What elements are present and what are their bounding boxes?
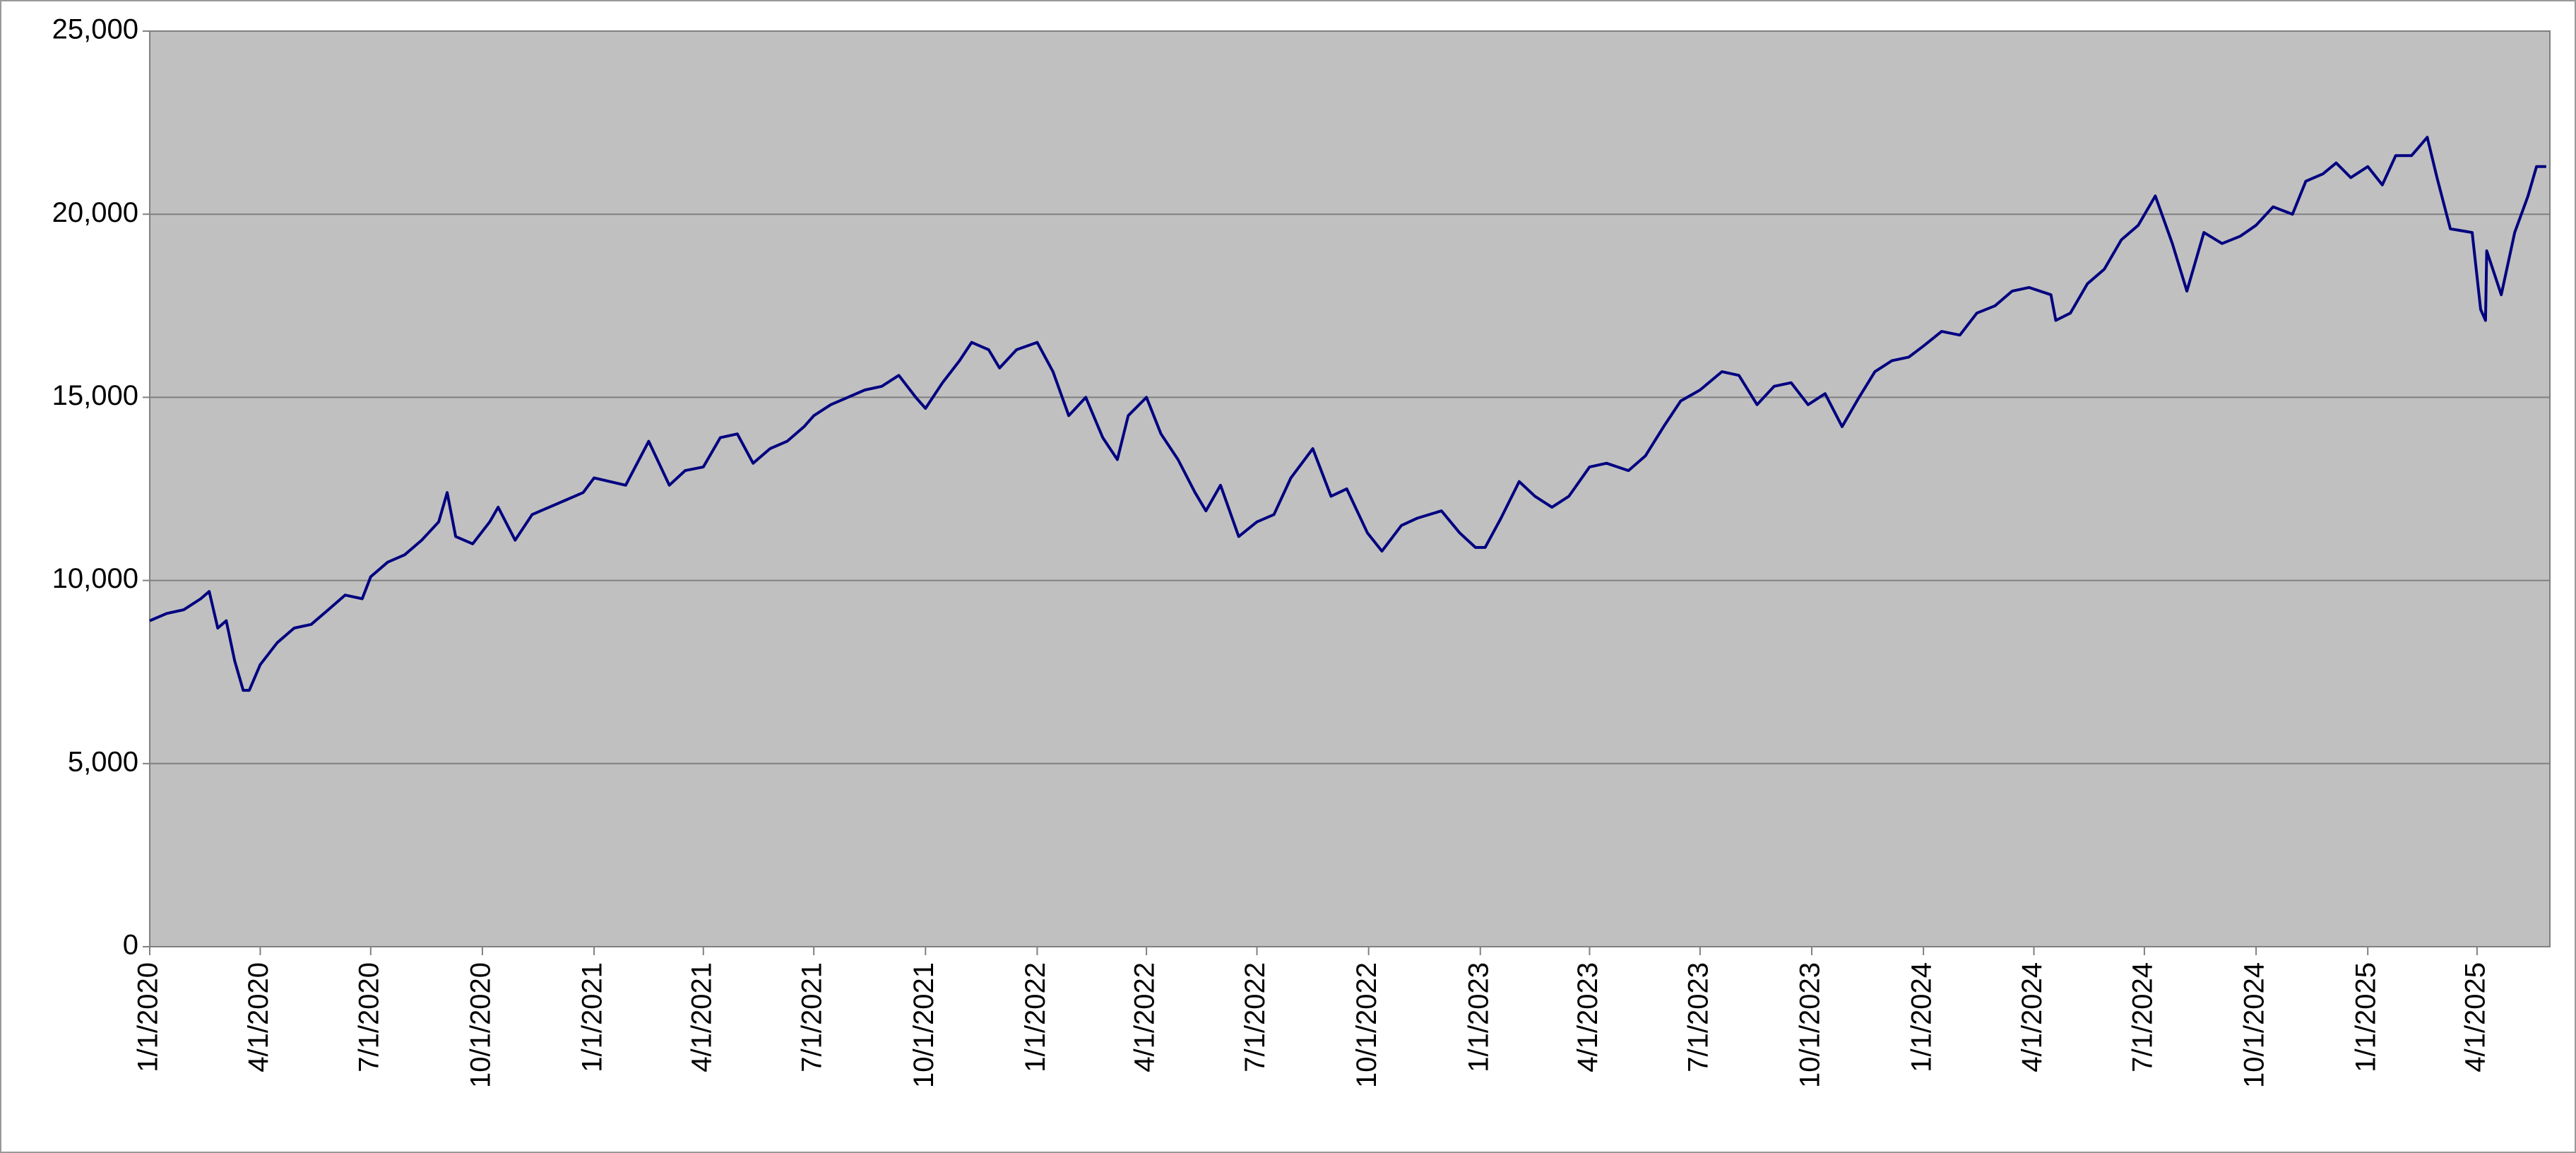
x-tick-label: 7/1/2020: [353, 962, 384, 1072]
x-tick-label: 1/1/2024: [1906, 962, 1937, 1072]
series-line: [149, 136, 2546, 692]
x-tick-label: 7/1/2024: [2127, 962, 2158, 1072]
x-tick-label: 4/1/2024: [2017, 962, 2048, 1072]
x-tick-label: 1/1/2025: [2351, 962, 2382, 1072]
x-tick-label: 4/1/2023: [1572, 962, 1603, 1072]
x-tick-label: 7/1/2022: [1240, 962, 1271, 1072]
x-tick-label: 10/1/2021: [908, 962, 939, 1088]
x-tick-label: 4/1/2020: [243, 962, 274, 1072]
x-tick-label: 7/1/2023: [1682, 962, 1714, 1072]
x-tick-label: 1/1/2023: [1463, 962, 1494, 1072]
x-tick-label: 1/1/2021: [577, 962, 608, 1072]
y-tick-label: 20,000: [52, 197, 138, 228]
plot-border: [149, 30, 2551, 947]
x-tick-label: 1/1/2020: [133, 962, 164, 1072]
y-tick-label: 25,000: [52, 14, 138, 45]
x-tick-label: 10/1/2023: [1795, 962, 1826, 1088]
y-tick-label: 10,000: [52, 563, 138, 594]
plot-area: [150, 31, 2550, 947]
x-tick-label: 10/1/2024: [2239, 962, 2270, 1088]
x-tick-label: 7/1/2021: [797, 962, 828, 1072]
y-tick-label: 0: [123, 930, 138, 961]
x-tick-label: 4/1/2025: [2459, 962, 2491, 1072]
x-tick-label: 1/1/2022: [1020, 962, 1051, 1072]
y-tick-label: 15,000: [52, 380, 138, 411]
x-tick-label: 4/1/2021: [686, 962, 717, 1072]
x-tick-label: 4/1/2022: [1129, 962, 1161, 1072]
x-tick-label: 10/1/2020: [465, 962, 497, 1088]
x-tick-label: 10/1/2022: [1351, 962, 1382, 1088]
y-tick-label: 5,000: [68, 746, 138, 777]
